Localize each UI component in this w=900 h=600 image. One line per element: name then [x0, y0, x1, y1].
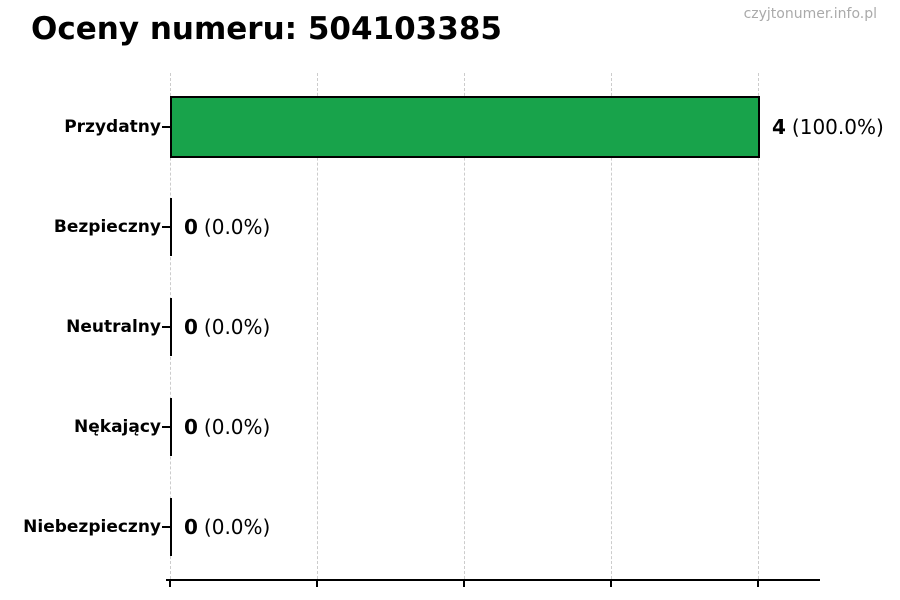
y-axis-tick — [162, 126, 171, 128]
category-label: Przydatny — [64, 117, 161, 137]
gridline-1 — [317, 73, 318, 579]
category-label: Neutralny — [66, 317, 161, 337]
gridline-4 — [758, 73, 759, 579]
x-axis-line — [166, 579, 820, 581]
value-count: 0 — [184, 315, 198, 339]
y-axis-tick — [162, 426, 171, 428]
value-count: 0 — [184, 415, 198, 439]
value-count: 4 — [772, 115, 786, 139]
gridline-3 — [611, 73, 612, 579]
bar — [170, 96, 760, 158]
category-label: Bezpieczny — [53, 217, 161, 237]
value-label: 0 (0.0%) — [184, 514, 270, 540]
x-axis-tick-0 — [169, 581, 171, 587]
gridline-2 — [464, 73, 465, 579]
bar — [170, 398, 172, 456]
value-label: 0 (0.0%) — [184, 314, 270, 340]
bar — [170, 498, 172, 556]
value-percent: (0.0%) — [203, 315, 271, 339]
x-axis-tick-2 — [463, 581, 465, 587]
value-label: 0 (0.0%) — [184, 414, 270, 440]
bar — [170, 198, 172, 256]
value-percent: (0.0%) — [203, 215, 271, 239]
value-label: 0 (0.0%) — [184, 214, 270, 240]
x-axis-tick-4 — [757, 581, 759, 587]
value-count: 0 — [184, 215, 198, 239]
y-axis-tick — [162, 526, 171, 528]
category-label: Niebezpieczny — [23, 517, 161, 537]
value-percent: (0.0%) — [203, 515, 271, 539]
chart-title: Oceny numeru: 504103385 — [31, 11, 502, 47]
value-label: 4 (100.0%) — [772, 114, 884, 140]
value-percent: (100.0%) — [791, 115, 884, 139]
watermark-text: czyjtonumer.info.pl — [743, 6, 877, 22]
value-percent: (0.0%) — [203, 415, 271, 439]
y-axis-tick — [162, 326, 171, 328]
x-axis-tick-3 — [610, 581, 612, 587]
bar — [170, 298, 172, 356]
category-label: Nękający — [74, 417, 161, 437]
value-count: 0 — [184, 515, 198, 539]
x-axis-tick-1 — [316, 581, 318, 587]
y-axis-tick — [162, 226, 171, 228]
